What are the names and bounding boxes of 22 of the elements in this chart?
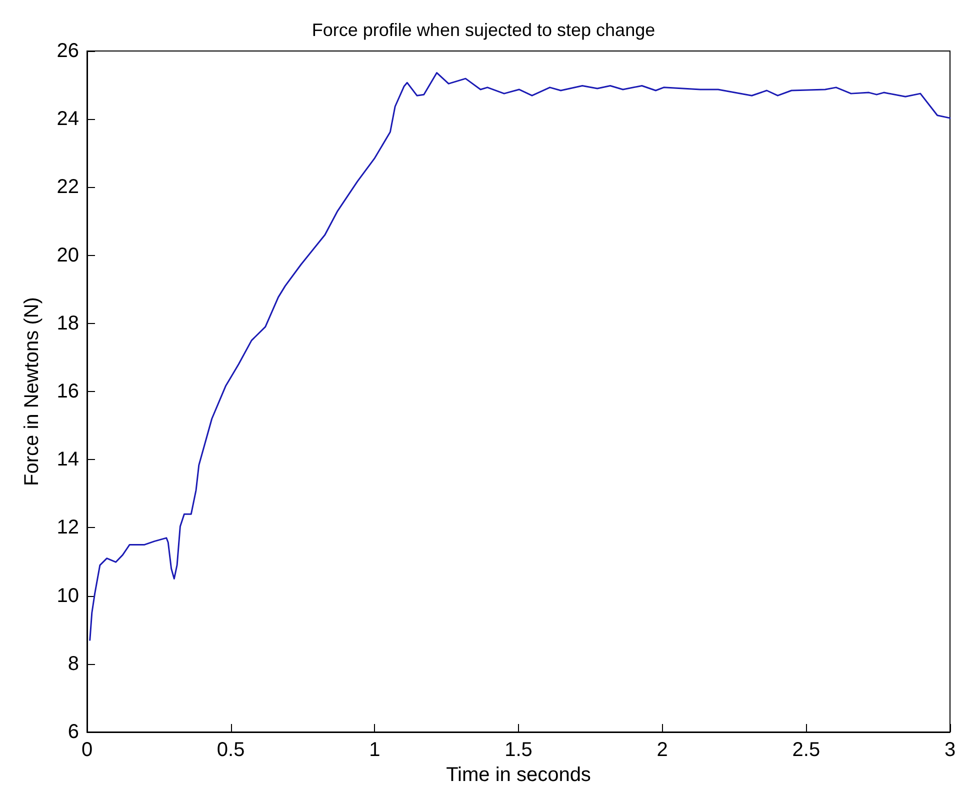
y-tick-label: 10 bbox=[56, 584, 79, 607]
x-tick-label: 0 bbox=[81, 739, 93, 761]
x-tick-label: 2 bbox=[656, 739, 668, 761]
y-tick-label: 16 bbox=[56, 380, 79, 402]
x-axis-title: Time in seconds bbox=[446, 764, 591, 786]
x-tick-label: 2.5 bbox=[792, 739, 820, 761]
chart-title: Force profile when sujected to step change bbox=[312, 20, 656, 40]
y-tick-label: 6 bbox=[68, 721, 79, 743]
line-series bbox=[89, 72, 951, 641]
y-axis-title: Force in Newtons (N) bbox=[21, 297, 43, 486]
y-tick-label: 24 bbox=[56, 108, 79, 130]
x-tick-label: 1 bbox=[369, 739, 380, 761]
y-tick-label: 12 bbox=[56, 516, 79, 539]
y-tick-label: 14 bbox=[56, 448, 79, 471]
y-tick-label: 26 bbox=[56, 40, 79, 62]
x-tick-label: 3 bbox=[944, 739, 956, 761]
y-tick-label: 20 bbox=[56, 244, 79, 266]
x-tick-label: 0.5 bbox=[216, 739, 245, 761]
y-tick-label: 18 bbox=[56, 312, 79, 334]
y-tick-label: 22 bbox=[56, 176, 79, 198]
x-tick-label: 1.5 bbox=[504, 739, 532, 761]
y-tick-label: 8 bbox=[68, 652, 79, 675]
